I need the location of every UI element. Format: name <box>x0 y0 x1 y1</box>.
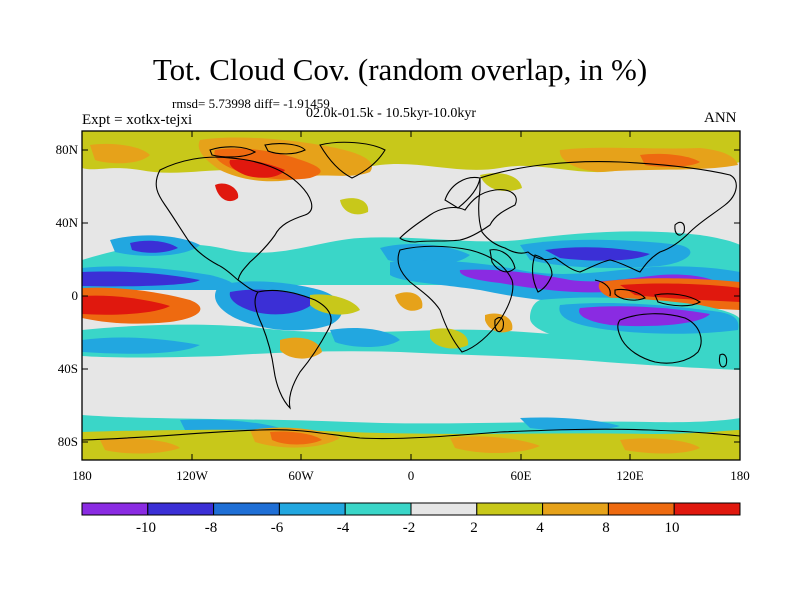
colorbar-label: 8 <box>602 520 610 536</box>
colorbar-swatch <box>476 502 544 516</box>
colorbar-swatch <box>673 502 741 516</box>
colorbar <box>81 502 741 516</box>
lat-label-80s: 80S <box>57 434 78 449</box>
lon-label-60w: 60W <box>288 468 314 483</box>
rmsd-diff-text: rmsd= 5.73998 diff= -1.91459 <box>172 96 330 111</box>
colorbar-swatch <box>147 502 215 516</box>
colorbar-label: -4 <box>336 520 350 536</box>
colorbar-swatch <box>344 502 412 516</box>
lon-label-180e: 180 <box>730 468 750 483</box>
anomaly-field <box>82 131 740 460</box>
colorbar-swatch <box>278 502 346 516</box>
period-text: 02.0k-01.5k - 10.5kyr-10.0kyr <box>306 106 477 121</box>
colorbar-label: 10 <box>664 520 680 536</box>
lon-label-0: 0 <box>407 468 415 483</box>
lon-label-120w: 120W <box>176 468 208 483</box>
experiment-text: Expt = xotkx-tejxi <box>82 112 193 128</box>
colorbar-swatch <box>81 502 149 516</box>
colorbar-label: 2 <box>470 520 478 536</box>
lon-label-120e: 120E <box>616 468 644 483</box>
lat-ticks <box>82 149 740 443</box>
coastlines <box>82 141 740 441</box>
lat-label-40n: 40N <box>55 215 78 230</box>
season-text: ANN <box>704 110 737 126</box>
colorbar-label: -2 <box>402 520 416 536</box>
lon-label-180w: 180 <box>72 468 92 483</box>
lat-label-40s: 40S <box>57 361 78 376</box>
lat-label-80n: 80N <box>55 142 78 157</box>
colorbar-label: -8 <box>204 520 218 536</box>
lon-ticks <box>191 131 631 460</box>
colorbar-swatch <box>410 502 478 516</box>
colorbar-label: -10 <box>136 520 156 536</box>
lat-label-0: 0 <box>71 288 79 303</box>
colorbar-label: 4 <box>536 520 544 536</box>
lon-label-60e: 60E <box>510 468 532 483</box>
colorbar-swatch <box>213 502 280 516</box>
map-title: Tot. Cloud Cov. (random overlap, in %) <box>152 52 648 87</box>
colorbar-swatch <box>542 502 609 516</box>
colorbar-swatch <box>607 502 675 516</box>
colorbar-label: -6 <box>270 520 284 536</box>
